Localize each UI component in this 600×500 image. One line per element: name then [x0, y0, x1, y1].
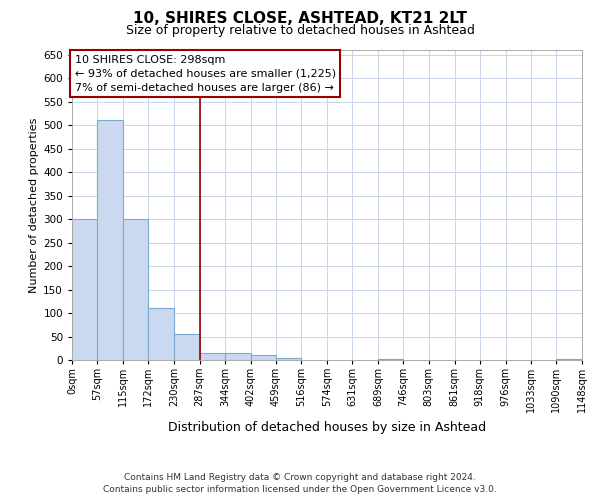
Bar	[199, 353, 225, 360]
Bar	[276, 358, 301, 360]
Bar	[72, 219, 97, 360]
Bar	[148, 308, 174, 360]
Bar	[174, 334, 199, 360]
Bar	[378, 359, 403, 360]
Text: 10 SHIRES CLOSE: 298sqm
← 93% of detached houses are smaller (1,225)
7% of semi-: 10 SHIRES CLOSE: 298sqm ← 93% of detache…	[74, 54, 335, 92]
Bar	[123, 219, 148, 360]
X-axis label: Distribution of detached houses by size in Ashtead: Distribution of detached houses by size …	[168, 420, 486, 434]
Bar	[225, 353, 251, 360]
Text: 10, SHIRES CLOSE, ASHTEAD, KT21 2LT: 10, SHIRES CLOSE, ASHTEAD, KT21 2LT	[133, 11, 467, 26]
Text: Size of property relative to detached houses in Ashtead: Size of property relative to detached ho…	[125, 24, 475, 37]
Bar	[251, 356, 276, 360]
Bar	[556, 359, 582, 360]
Bar	[97, 120, 123, 360]
Text: Contains HM Land Registry data © Crown copyright and database right 2024.
Contai: Contains HM Land Registry data © Crown c…	[103, 473, 497, 494]
Y-axis label: Number of detached properties: Number of detached properties	[29, 118, 39, 292]
